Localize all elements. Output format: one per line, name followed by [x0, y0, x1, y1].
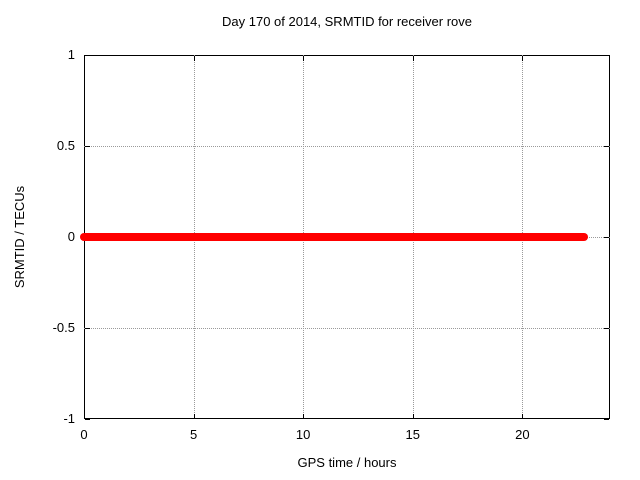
data-line-srmtid [80, 233, 588, 241]
x-tick-mark-bottom [522, 414, 524, 419]
x-tick-label: 0 [80, 427, 88, 442]
x-axis-label: GPS time / hours [297, 455, 397, 470]
y-gridline [84, 328, 610, 329]
y-tick-label: 0 [67, 229, 75, 244]
x-tick-mark-bottom [412, 414, 414, 419]
x-tick-label: 20 [515, 427, 530, 442]
y-tick-mark-left [85, 55, 90, 56]
x-tick-label: 5 [189, 427, 198, 442]
y-tick-mark-right [604, 237, 609, 238]
y-tick-mark-right [604, 146, 609, 147]
x-tick-mark-bottom [193, 414, 195, 419]
y-tick-mark-left [85, 419, 90, 420]
y-tick-mark-right [604, 55, 609, 56]
y-tick-mark-left [85, 328, 90, 329]
x-tick-label: 15 [405, 427, 420, 442]
x-tick-mark-top [84, 56, 85, 61]
y-tick-mark-right [604, 328, 609, 329]
y-tick-mark-left [85, 146, 90, 147]
x-tick-mark-bottom [303, 414, 305, 419]
x-tick-mark-top [193, 56, 195, 61]
x-tick-mark-top [522, 56, 524, 61]
x-tick-label: 10 [295, 427, 311, 442]
x-tick-mark-top [303, 56, 305, 61]
y-tick-label: -0.5 [52, 320, 75, 335]
y-tick-label: 0.5 [56, 138, 75, 153]
x-tick-mark-top [412, 56, 414, 61]
x-tick-mark-bottom [84, 414, 85, 419]
chart-title: Day 170 of 2014, SRMTID for receiver rov… [222, 14, 472, 29]
y-tick-label: 1 [67, 47, 75, 62]
y-tick-label: -1 [63, 411, 75, 426]
y-tick-mark-right [604, 419, 609, 420]
y-gridline [84, 146, 610, 147]
